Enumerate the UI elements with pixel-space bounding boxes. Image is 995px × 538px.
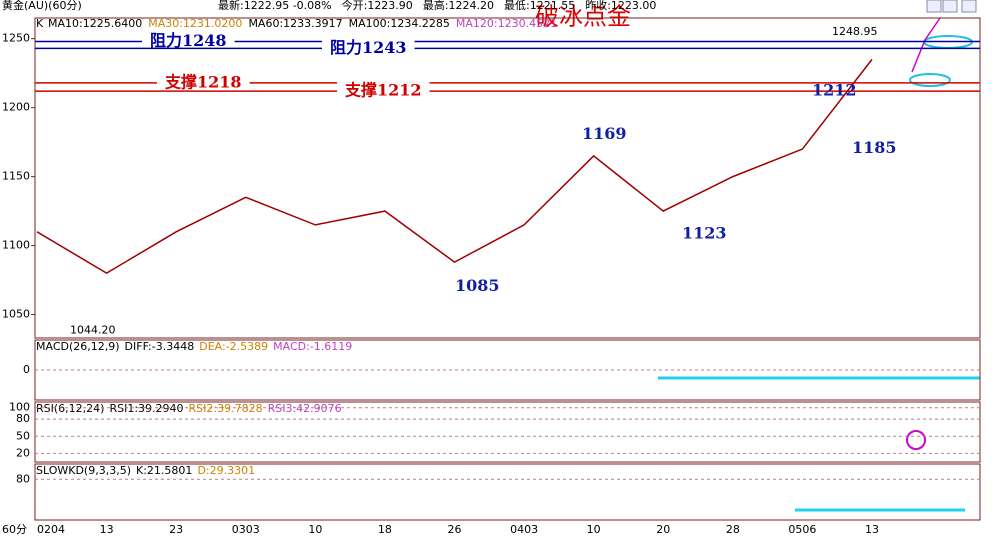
pivot-label: 1212: [812, 81, 857, 100]
y-tick-label: 1100: [2, 239, 30, 252]
x-tick-label: 0303: [232, 523, 260, 536]
legend-prefix: K: [36, 17, 44, 30]
indicator-reading: RSI2:39.7828: [189, 402, 263, 415]
label-bg: [142, 32, 235, 51]
annotation-ellipse: [909, 73, 951, 87]
x-tick-label: 26: [448, 523, 462, 536]
pivot-label: 1044.20: [70, 324, 116, 337]
nav-buttons[interactable]: [926, 0, 977, 13]
level-label: 阻力1248: [150, 31, 227, 50]
label-bg: [322, 39, 415, 58]
y-tick-label: 100: [9, 401, 30, 414]
indicator-reading: D:29.3301: [197, 464, 255, 477]
ma-legend: MA30:1231.0200: [148, 17, 242, 30]
indicator-reading: RSI3:42.9076: [268, 402, 342, 415]
label-bg: [337, 82, 430, 101]
x-tick-label: 28: [726, 523, 740, 536]
price-line: [36, 58, 873, 275]
nav-left[interactable]: [926, 0, 942, 13]
indicator-reading: RSI1:39.2940: [109, 402, 183, 415]
indicator-reading: MACD:-1.6119: [273, 340, 352, 353]
indicator-reading: K:21.5801: [136, 464, 192, 477]
ma-legend: MA100:1234.2285: [349, 17, 450, 30]
x-tick-label: 23: [169, 523, 183, 536]
pivot-label: 1248.95: [832, 25, 878, 38]
quote: 最低:1221.55: [504, 0, 575, 12]
brand: 破冰点金: [535, 3, 631, 31]
level-label: 支撑1212: [344, 81, 422, 100]
symbol: 黄金(AU)(60分): [2, 0, 82, 12]
indicator-title: MACD(26,12,9): [36, 340, 120, 353]
ma-legend: MA10:1225.6400: [48, 17, 142, 30]
panel-frame: [34, 17, 981, 339]
indicator-reading: DEA:-2.5389: [199, 340, 268, 353]
y-tick-label: 80: [16, 412, 30, 425]
nav-max[interactable]: [961, 0, 977, 13]
ma-legend: MA60:1233.3917: [248, 17, 342, 30]
x-tick-label: 13: [100, 523, 114, 536]
quote: 最高:1224.20: [423, 0, 494, 12]
quote: 最新:1222.95 -0.08%: [218, 0, 332, 12]
annotation-arrow: [911, 17, 941, 73]
pivot-label: 1169: [582, 124, 627, 143]
annotation-circle: [906, 430, 926, 450]
nav-right[interactable]: [942, 0, 958, 13]
y-tick-label: 50: [16, 429, 30, 442]
y-tick-label: 1200: [2, 101, 30, 114]
y-tick-label: 1050: [2, 308, 30, 321]
y-tick-label: 1150: [2, 170, 30, 183]
ma-legend: MA120:1230.4521: [456, 17, 557, 30]
pivot-label: 1123: [682, 223, 727, 242]
y-tick-label: 20: [16, 446, 30, 459]
pivot-label: 1185: [852, 138, 897, 157]
x-tick-label: 20: [656, 523, 670, 536]
level-label: 阻力1243: [330, 38, 407, 57]
indicator-title: RSI(6,12,24): [36, 402, 104, 415]
panel-frame: [34, 463, 981, 521]
x-tick-label: 0506: [788, 523, 816, 536]
panel-frame: [34, 401, 981, 463]
x-tick-label: 10: [587, 523, 601, 536]
x-tick-label: 13: [865, 523, 879, 536]
y-tick-label: 1250: [2, 32, 30, 45]
quote: 今开:1223.90: [342, 0, 413, 12]
x-tick-label: 0403: [510, 523, 538, 536]
pivot-label: 1085: [455, 276, 500, 295]
level-label: 支撑1218: [164, 72, 242, 91]
x-tick-label: 10: [308, 523, 322, 536]
x-unit: 60分: [2, 523, 27, 536]
indicator-reading: DIFF:-3.3448: [125, 340, 195, 353]
indicator-title: SLOWKD(9,3,3,5): [36, 464, 131, 477]
x-tick-label: 0204: [37, 523, 65, 536]
y-tick-label: 0: [23, 363, 30, 376]
label-bg: [157, 73, 250, 92]
quote: 昨收:1223.00: [585, 0, 656, 12]
x-tick-label: 18: [378, 523, 392, 536]
y-tick-label: 80: [16, 472, 30, 485]
